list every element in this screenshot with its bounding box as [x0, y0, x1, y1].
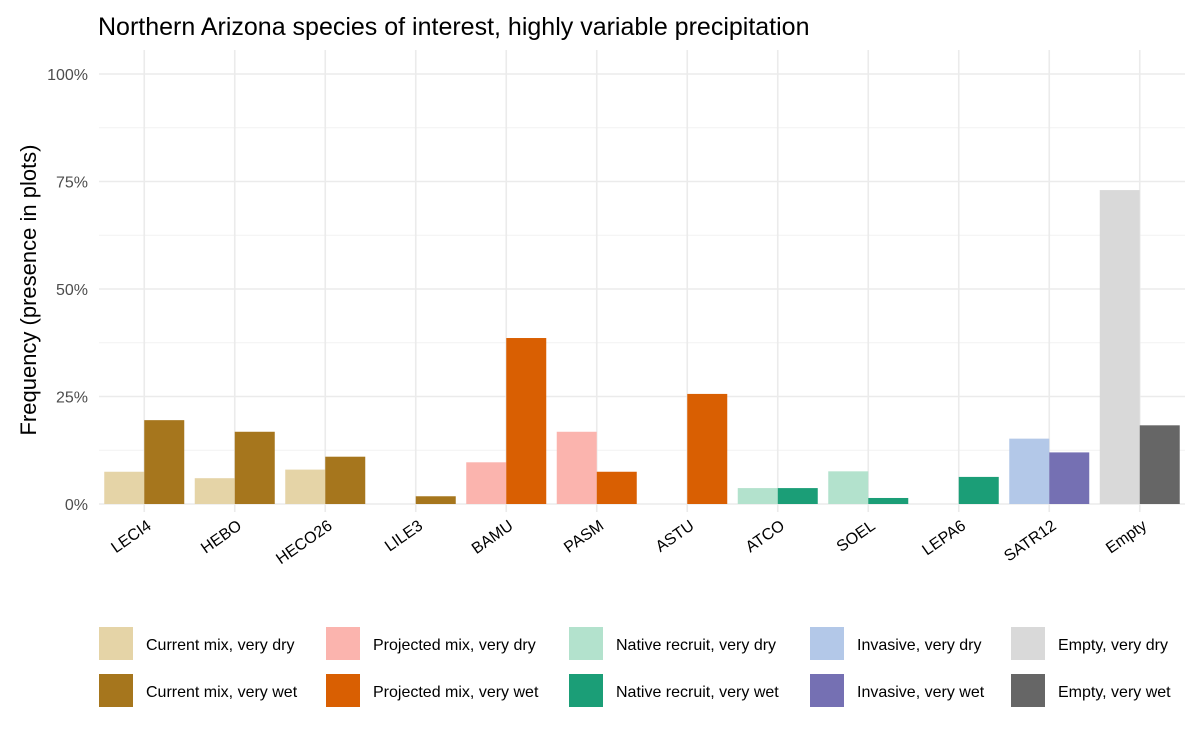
- x-tick-label: HECO26: [273, 517, 335, 568]
- bar-empty-very-dry: [1099, 190, 1140, 504]
- bar-lepa6-very-wet: [958, 476, 999, 504]
- legend-label: Empty, very dry: [1058, 637, 1168, 654]
- legend-swatch: [99, 627, 133, 660]
- bar-hebo-very-dry: [194, 478, 235, 504]
- x-tick-label: LILE3: [382, 517, 426, 555]
- bar-soel-very-wet: [868, 497, 909, 504]
- bar-atco-very-dry: [737, 488, 778, 504]
- x-tick-label: Empty: [1103, 517, 1150, 557]
- x-tick-label: SOEL: [834, 517, 879, 555]
- bar-satr12-very-wet: [1049, 452, 1090, 504]
- bar-satr12-very-dry: [1009, 438, 1050, 504]
- bar-leci4-very-wet: [144, 420, 185, 504]
- bar-soel-very-dry: [828, 471, 869, 504]
- y-tick-label: 25%: [56, 390, 88, 407]
- legend-swatch: [99, 674, 133, 707]
- bar-pasm-very-dry: [556, 431, 597, 504]
- bar-astu-very-wet: [687, 393, 728, 504]
- legend-label: Projected mix, very dry: [373, 637, 536, 654]
- bar-hebo-very-wet: [234, 431, 275, 504]
- legend-label: Current mix, very wet: [146, 684, 298, 701]
- chart-title: Northern Arizona species of interest, hi…: [98, 13, 810, 41]
- y-axis-label: Frequency (presence in plots): [16, 144, 41, 435]
- x-tick-label: LECI4: [108, 517, 154, 556]
- bar-atco-very-wet: [777, 488, 818, 504]
- legend-label: Native recruit, very dry: [616, 637, 776, 654]
- x-tick-label: SATR12: [1001, 517, 1059, 565]
- y-tick-label: 0%: [65, 497, 88, 514]
- legend-label: Invasive, very dry: [857, 637, 981, 654]
- bar-bamu-very-dry: [466, 462, 507, 504]
- legend-swatch: [326, 674, 360, 707]
- legend-swatch: [569, 627, 603, 660]
- legend-label: Current mix, very dry: [146, 637, 294, 654]
- x-tick-label: ATCO: [743, 517, 788, 556]
- legend-swatch: [1011, 627, 1045, 660]
- legend-swatch: [810, 674, 844, 707]
- x-tick-label: ASTU: [653, 517, 698, 555]
- bar-bamu-very-wet: [506, 338, 547, 504]
- legend-label: Projected mix, very wet: [373, 684, 539, 701]
- x-tick-label: HEBO: [198, 517, 245, 557]
- legend-label: Empty, very wet: [1058, 684, 1171, 701]
- legend-swatch: [326, 627, 360, 660]
- legend-label: Native recruit, very wet: [616, 684, 779, 701]
- legend-swatch: [810, 627, 844, 660]
- bar-leci4-very-dry: [104, 471, 145, 504]
- x-tick-label: LEPA6: [919, 517, 969, 559]
- bar-lile3-very-wet: [415, 496, 456, 504]
- bar-empty-very-wet: [1139, 425, 1180, 504]
- bar-heco26-very-wet: [325, 456, 366, 504]
- y-tick-label: 75%: [56, 175, 88, 192]
- bar-heco26-very-dry: [285, 469, 326, 504]
- x-tick-label: PASM: [561, 517, 607, 556]
- x-tick-label: BAMU: [469, 517, 517, 557]
- y-tick-label: 100%: [47, 67, 88, 84]
- legend-swatch: [569, 674, 603, 707]
- bar-pasm-very-wet: [596, 471, 637, 504]
- legend-swatch: [1011, 674, 1045, 707]
- legend-label: Invasive, very wet: [857, 684, 985, 701]
- y-tick-label: 50%: [56, 282, 88, 299]
